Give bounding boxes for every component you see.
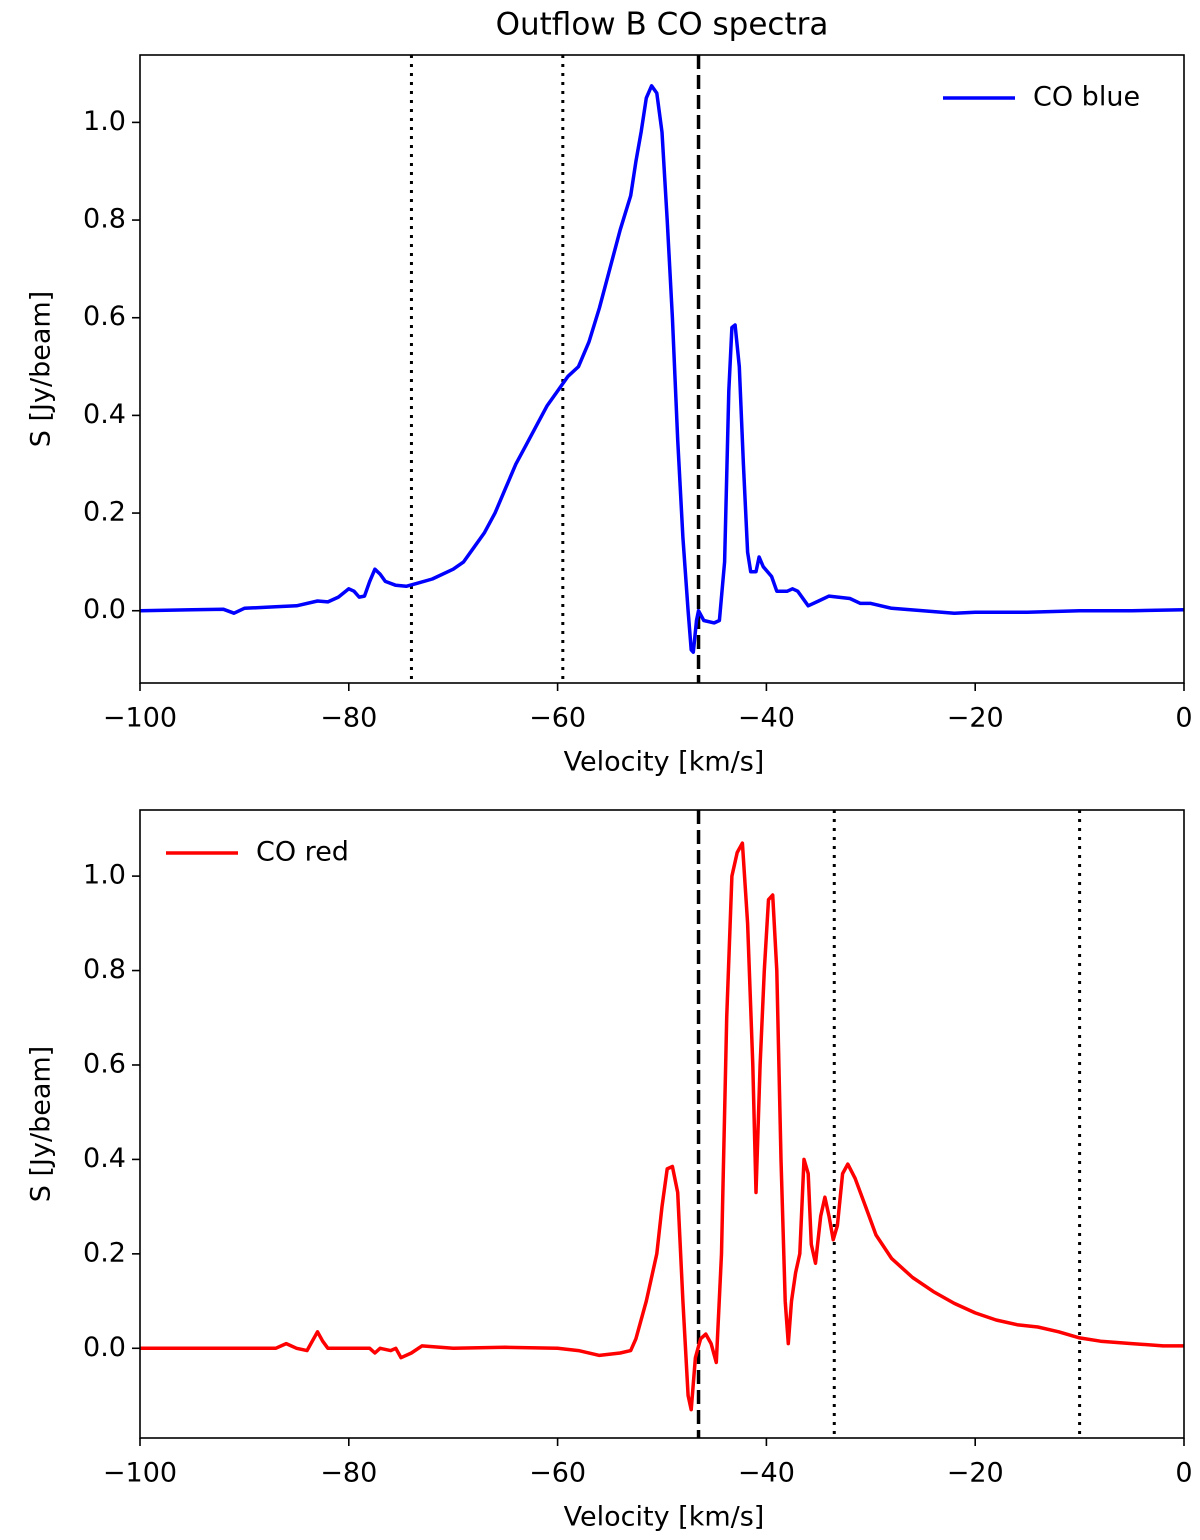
x-tick-label: 0	[1175, 703, 1192, 734]
y-tick-label: 0.8	[83, 954, 126, 985]
legend-label: CO blue	[1033, 82, 1140, 113]
y-tick-label: 0.8	[83, 204, 126, 235]
axes-frame	[139, 54, 1185, 684]
y-tick-label: 0.4	[83, 399, 126, 430]
y-tick-label: 0.0	[83, 1332, 126, 1363]
y-tick-label: 0.2	[83, 497, 126, 528]
y-axis-label: S [Jy/beam]	[26, 1046, 57, 1202]
x-tick-label: −60	[529, 703, 586, 734]
x-tick-label: 0	[1175, 1458, 1192, 1489]
x-axis-label: Velocity [km/s]	[564, 1502, 765, 1533]
y-axis-label: S [Jy/beam]	[26, 291, 57, 447]
x-tick-label: −40	[738, 1458, 795, 1489]
y-tick-label: 1.0	[83, 860, 126, 891]
spectrum-line	[140, 84, 1184, 654]
x-tick-label: −20	[947, 703, 1004, 734]
x-tick-label: −60	[529, 1458, 586, 1489]
y-tick-label: 0.6	[83, 301, 126, 332]
x-tick-label: −40	[738, 703, 795, 734]
legend-label: CO red	[256, 837, 349, 868]
axes-frame	[139, 809, 1185, 1439]
x-tick-label: −80	[320, 1458, 377, 1489]
y-tick-label: 1.0	[83, 106, 126, 137]
y-tick-label: 0.6	[83, 1048, 126, 1079]
y-tick-label: 0.0	[83, 594, 126, 625]
y-tick-label: 0.2	[83, 1237, 126, 1268]
x-tick-label: −100	[103, 703, 177, 734]
x-tick-label: −20	[947, 1458, 1004, 1489]
chart-title: Outflow B CO spectra	[496, 7, 829, 43]
spectrum-line	[140, 841, 1184, 1412]
x-axis-label: Velocity [km/s]	[564, 747, 765, 778]
y-tick-label: 0.4	[83, 1143, 126, 1174]
x-tick-label: −80	[320, 703, 377, 734]
x-tick-label: −100	[103, 1458, 177, 1489]
